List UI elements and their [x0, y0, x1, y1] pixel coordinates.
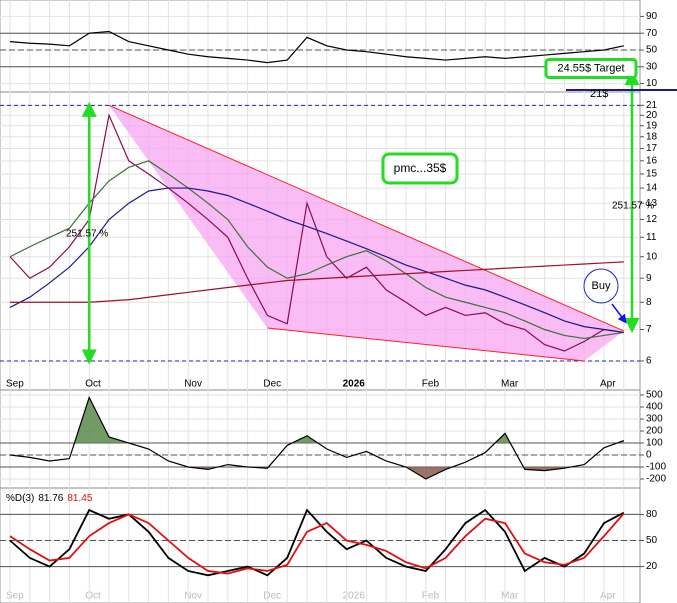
x-tick-label: Oct [85, 591, 101, 602]
x-tick-label: Feb [422, 591, 440, 602]
y-tick-label: 50 [646, 45, 658, 56]
y-tick-label: 20 [646, 110, 658, 121]
note-box [381, 152, 459, 185]
annotation: Buy [592, 280, 611, 292]
y-tick-label: 300 [646, 414, 663, 425]
target-label: 24.55$ Target [557, 62, 624, 74]
annotation: 21$ [590, 88, 608, 100]
y-tick-label: 80 [646, 509, 658, 520]
buy-arrow [611, 303, 627, 324]
x-tick-label: Nov [184, 379, 202, 390]
y-tick-label: 16 [646, 155, 658, 166]
x-tick-label: Sep [6, 591, 24, 602]
y-tick-label: 20 [646, 561, 658, 572]
y-tick-label: 17 [646, 143, 658, 154]
y-tick-label: 400 [646, 402, 663, 413]
y-tick-label: -200 [646, 474, 666, 485]
y-tick-label: 10 [646, 78, 658, 89]
x-tick-label: 2026 [343, 379, 366, 390]
y-tick-label: 14 [646, 183, 658, 194]
trendline [108, 104, 625, 332]
x-tick-label: Mar [501, 379, 519, 390]
x-tick-label: Sep [6, 379, 24, 390]
y-tick-label: 0 [646, 450, 652, 461]
y-tick-label: 8 [646, 297, 652, 308]
series-line [10, 261, 624, 303]
x-tick-label: 2026 [343, 591, 366, 602]
x-tick-label: Mar [501, 591, 519, 602]
series-line [9, 395, 625, 480]
buy-circle [583, 268, 619, 304]
indicator-label: %D(3) 81.76 81.45 [6, 493, 93, 504]
x-tick-label: Nov [184, 591, 202, 602]
x-tick-label: Apr [600, 591, 616, 602]
y-tick-label: 10 [646, 251, 658, 262]
annotation: 251.57 % [612, 201, 654, 212]
y-tick-label: 12 [646, 214, 658, 225]
trendline [267, 327, 585, 362]
target-box [544, 57, 638, 79]
y-tick-label: 500 [646, 390, 663, 401]
series-line [9, 512, 625, 575]
y-tick-label: 21 [646, 100, 658, 111]
indicator-value: %D(3) [6, 493, 34, 504]
wedge-fill [109, 105, 624, 361]
x-tick-label: Apr [600, 379, 616, 390]
y-tick-label: 70 [646, 28, 658, 39]
y-tick-label: 50 [646, 535, 658, 546]
y-tick-label: -100 [646, 462, 666, 473]
y-tick-label: 90 [646, 11, 658, 22]
y-tick-label: 30 [646, 61, 658, 72]
y-tick-label: 15 [646, 169, 658, 180]
series-line [9, 160, 624, 340]
y-tick-label: 100 [646, 438, 663, 449]
y-tick-label: 18 [646, 131, 658, 142]
series-line [9, 30, 624, 64]
y-tick-label: 9 [646, 273, 652, 284]
y-tick-label: 6 [646, 356, 652, 367]
annotation: pmc...35$ [394, 161, 447, 175]
indicator-value: 81.45 [67, 493, 92, 504]
y-tick-label: 19 [646, 120, 658, 131]
series-line [9, 187, 624, 334]
y-tick-label: 13 [646, 198, 658, 209]
y-tick-label: 7 [646, 324, 652, 335]
x-tick-label: Feb [422, 379, 440, 390]
y-tick-label: 200 [646, 426, 663, 437]
series-line [9, 508, 625, 577]
x-tick-label: Oct [85, 379, 101, 390]
y-tick-label: 11 [646, 232, 657, 243]
annotation: 251.57 % [66, 229, 108, 240]
x-tick-label: Dec [263, 591, 281, 602]
indicator-value: 81.76 [38, 493, 63, 504]
x-tick-label: Dec [263, 379, 281, 390]
